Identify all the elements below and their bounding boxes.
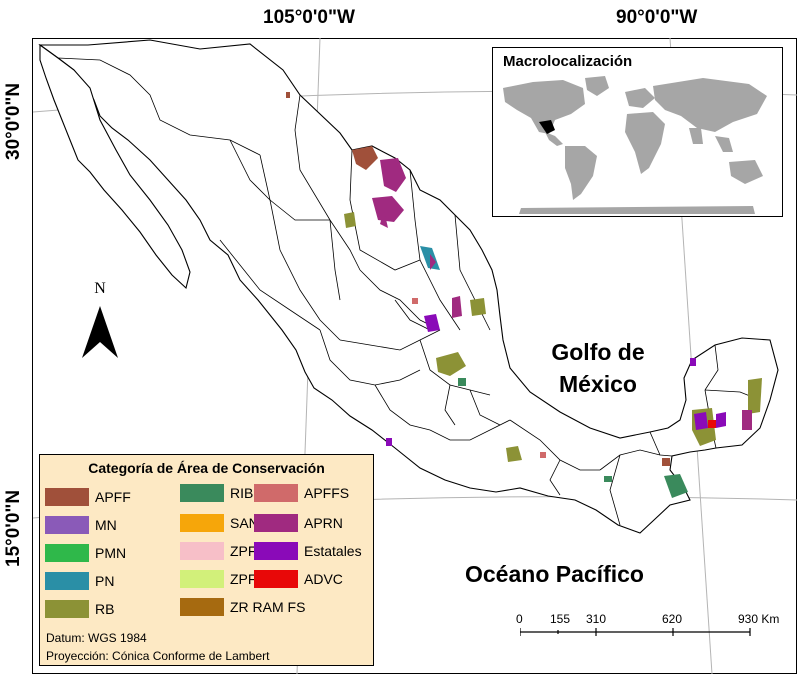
legend-label: APRN <box>304 515 343 531</box>
legend-label: RIB <box>230 485 254 501</box>
legend: Categoría de Área de Conservación APFF M… <box>39 454 374 666</box>
legend-swatch <box>45 516 89 534</box>
scale-bar-graphic <box>520 628 751 636</box>
legend-title: Categoría de Área de Conservación <box>88 460 325 476</box>
scale-tick-label: 930 Km <box>738 612 780 626</box>
legend-item-rb: RB <box>45 599 114 619</box>
legend-item-advc: ADVC <box>254 569 343 589</box>
conservation-areas <box>286 92 762 498</box>
area-aprn <box>380 158 406 192</box>
area-rb <box>506 446 522 462</box>
legend-swatch <box>254 514 298 532</box>
legend-swatch <box>180 598 224 616</box>
legend-item-pmn: PMN <box>45 543 126 563</box>
area-advc <box>708 420 716 428</box>
area-estatales <box>424 314 440 332</box>
legend-item-zr-ram-fs: ZR RAM FS <box>180 597 305 617</box>
legend-item-rib: RIB <box>180 483 253 503</box>
area-rb <box>748 378 762 414</box>
area-estatales <box>694 412 708 430</box>
area-apffs <box>540 452 546 458</box>
legend-label: ADVC <box>304 571 343 587</box>
scale-tick-label: 0 <box>516 612 523 626</box>
area-aprn <box>430 254 436 270</box>
area-apffs <box>412 298 418 304</box>
legend-swatch <box>180 514 224 532</box>
area-rib <box>458 378 466 386</box>
pacific-ocean-label: Océano Pacífico <box>465 561 644 587</box>
macrolocation-inset: Macrolocalización <box>492 47 783 217</box>
area-aprn <box>742 410 752 430</box>
area-aprn <box>452 296 462 318</box>
legend-item-zpfv: ZPFV <box>180 541 266 561</box>
legend-label: RB <box>95 601 115 617</box>
legend-item-mn: MN <box>45 515 117 535</box>
legend-label: ZR RAM FS <box>230 599 306 615</box>
legend-swatch <box>180 542 224 560</box>
legend-swatch <box>254 570 298 588</box>
area-estatales <box>716 412 726 428</box>
legend-swatch <box>45 572 89 590</box>
area-apff <box>352 146 378 170</box>
world-landmass <box>503 76 767 214</box>
legend-label: PMN <box>95 545 127 561</box>
mexico-outline <box>38 39 779 534</box>
area-estatales <box>690 358 696 366</box>
legend-label: PN <box>95 573 115 589</box>
legend-item-pn: PN <box>45 571 114 591</box>
longitude-label-105w: 105°0'0"W <box>263 7 355 28</box>
area-rb <box>344 212 356 228</box>
area-aprn <box>380 210 388 228</box>
projection-note: Proyección: Cónica Conforme de Lambert <box>46 649 270 663</box>
legend-item-apff: APFF <box>45 487 131 507</box>
legend-swatch <box>45 544 89 562</box>
legend-label: MN <box>95 517 117 533</box>
area-apff <box>662 458 670 466</box>
legend-label: APFFS <box>304 485 350 501</box>
gulf-label-line2: México <box>559 371 637 397</box>
legend-swatch <box>180 484 224 502</box>
legend-item-apffs: APFFS <box>254 483 349 503</box>
legend-swatch <box>254 484 298 502</box>
scale-tick-label: 155 <box>550 612 571 626</box>
area-estatales <box>386 438 392 446</box>
area-rb <box>436 352 466 376</box>
world-map <box>503 76 767 214</box>
legend-item-estatales: Estatales <box>254 541 362 561</box>
area-aprn <box>372 196 404 222</box>
legend-swatch <box>180 570 224 588</box>
area-rb <box>470 298 486 316</box>
mexico-highlight <box>539 120 555 134</box>
legend-swatch <box>45 600 89 618</box>
legend-swatch <box>254 542 298 560</box>
state-boundaries <box>57 57 761 526</box>
gulf-of-mexico-label: Golfo de México <box>538 336 658 400</box>
area-apff <box>286 92 290 98</box>
scale-tick-label: 620 <box>662 612 683 626</box>
svg-text:N: N <box>94 280 106 297</box>
legend-label: APFF <box>95 489 131 505</box>
gulf-label-line1: Golfo de <box>551 339 645 365</box>
longitude-label-90w: 90°0'0"W <box>616 7 698 28</box>
map-frame <box>32 38 797 674</box>
legend-swatch <box>45 488 89 506</box>
legend-label: Estatales <box>304 543 362 559</box>
legend-item-aprn: APRN <box>254 513 343 533</box>
baja-california <box>39 43 191 290</box>
datum-note: Datum: WGS 1984 <box>46 631 147 645</box>
inset-title: Macrolocalización <box>503 53 633 70</box>
area-rib <box>604 476 612 482</box>
north-arrow-icon: N <box>82 280 118 358</box>
scale-tick-label: 310 <box>586 612 607 626</box>
area-rib <box>664 474 688 498</box>
